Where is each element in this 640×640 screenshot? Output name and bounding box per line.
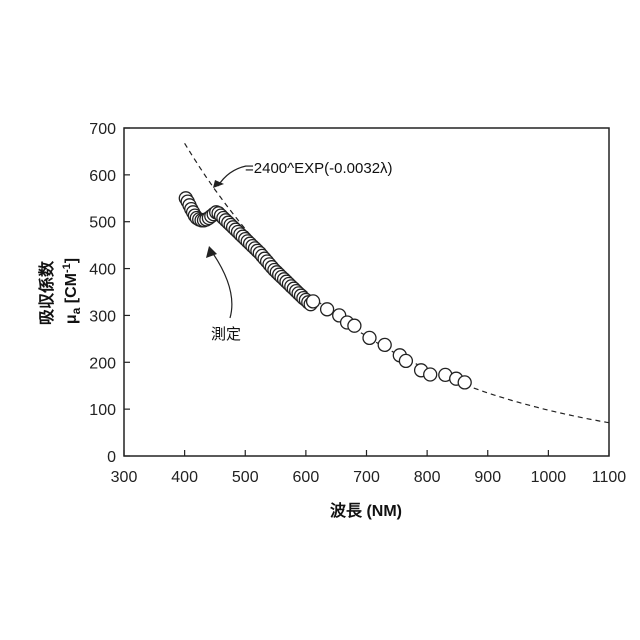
- y-tick-label: 600: [89, 168, 116, 185]
- data-point: [321, 303, 334, 316]
- measured-arrow: [212, 252, 232, 318]
- x-tick-label: 600: [293, 469, 320, 486]
- x-tick-label: 1000: [531, 469, 567, 486]
- y-axis-unit-close: ]: [63, 258, 80, 263]
- data-point: [307, 295, 320, 308]
- y-tick-label: 0: [107, 449, 116, 466]
- y-tick-label: 200: [89, 355, 116, 372]
- x-tick-label: 500: [232, 469, 259, 486]
- y-tick-label: 300: [89, 308, 116, 325]
- data-point: [348, 319, 361, 332]
- y-axis-unit-sup: -1: [61, 263, 73, 273]
- y-axis-mu: μ: [63, 314, 80, 324]
- x-tick-label: 700: [353, 469, 380, 486]
- data-point: [363, 331, 376, 344]
- x-tick-label: 1100: [592, 469, 627, 486]
- data-point: [399, 354, 412, 367]
- x-tick-label: 300: [111, 469, 138, 486]
- formula-label: =2400^EXP(-0.0032λ): [245, 160, 393, 177]
- measured-points: [179, 192, 471, 389]
- x-tick-label: 900: [474, 469, 501, 486]
- y-axis-title-line2: μa [CM-1]: [61, 258, 83, 324]
- y-tick-label: 500: [89, 215, 116, 232]
- data-point: [458, 376, 471, 389]
- data-point: [378, 338, 391, 351]
- x-axis-title: 波長 (NM): [330, 501, 402, 520]
- y-axis-unit-open: [CM: [63, 273, 80, 308]
- y-tick-label: 400: [89, 262, 116, 279]
- y-tick-label: 700: [89, 121, 116, 138]
- y-axis-title-line1: 吸収係数: [37, 260, 56, 325]
- fit-curve: [185, 143, 609, 422]
- measured-label: 測定: [211, 326, 241, 343]
- y-tick-label: 100: [89, 402, 116, 419]
- formula-arrow: [218, 166, 246, 186]
- x-tick-label: 400: [171, 469, 198, 486]
- x-tick-label: 800: [414, 469, 441, 486]
- formula-arrowhead: [213, 180, 224, 188]
- data-point: [424, 368, 437, 381]
